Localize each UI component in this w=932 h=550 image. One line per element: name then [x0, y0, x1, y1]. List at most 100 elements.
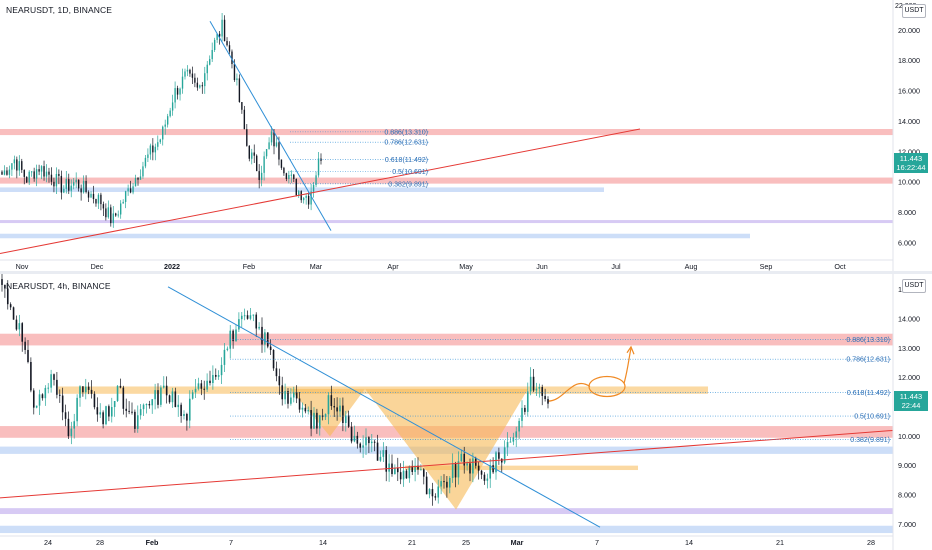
candle-body — [280, 159, 283, 168]
candle-body — [236, 78, 238, 81]
price-tick-label: 6.000 — [898, 238, 916, 247]
candle-body — [149, 145, 152, 155]
candle-body — [425, 476, 428, 495]
candle-body — [96, 407, 99, 415]
daily-symbol-title: NEARUSDT, 1D, BINANCE — [6, 5, 113, 15]
candle-body — [32, 390, 35, 408]
candle-body — [399, 472, 402, 480]
price-axis-bg — [893, 274, 932, 550]
candle-body — [166, 116, 169, 125]
zone-band — [0, 233, 750, 239]
time-tick-label: Oct — [834, 262, 845, 271]
candle-body — [53, 374, 55, 380]
candle-body — [238, 319, 240, 330]
candle-body — [229, 330, 232, 349]
daily-unit-label[interactable]: USDT — [902, 4, 926, 18]
candle-body — [243, 109, 246, 130]
candle-body — [87, 386, 90, 390]
fib-level-label: 0.382(9.891) — [388, 181, 428, 188]
candle-body — [23, 169, 25, 177]
candle-body — [4, 284, 6, 289]
candle-body — [258, 171, 260, 181]
time-tick-label: Feb — [146, 538, 159, 547]
time-tick-label: Mar — [511, 538, 524, 547]
candle-body — [292, 392, 295, 398]
candle-body — [154, 390, 156, 400]
candle-body — [241, 102, 243, 110]
candle-body — [93, 393, 96, 408]
candle-body — [100, 194, 102, 205]
candle-body — [268, 142, 270, 150]
candle-body — [281, 385, 284, 400]
zone-band — [0, 220, 893, 224]
candle-body — [532, 376, 535, 391]
candle-body — [538, 387, 541, 389]
4h-unit-label[interactable]: USDT — [902, 279, 926, 293]
candle-body — [92, 193, 95, 200]
candle-body — [188, 398, 191, 421]
candle-body — [396, 467, 399, 473]
candle-body — [147, 154, 149, 158]
candle-body — [216, 33, 218, 40]
candle-body — [26, 176, 28, 183]
candle-body — [63, 188, 65, 193]
candle-body — [58, 394, 61, 396]
candle-body — [116, 385, 119, 401]
candle-body — [191, 392, 194, 399]
candle-body — [87, 192, 90, 198]
4h-price-badge: 11.443 22:44 — [894, 391, 928, 411]
candle-body — [330, 395, 333, 407]
candle-body — [164, 124, 166, 127]
candle-body — [48, 171, 50, 175]
candle-body — [67, 418, 70, 437]
daily-chart-canvas[interactable]: 0.886(13.310) 0.786(12.631) 0.618(11.492) 0… — [0, 0, 932, 272]
candle-body — [402, 470, 405, 480]
candle-body — [373, 441, 376, 443]
candle-body — [212, 374, 214, 384]
zone-band — [0, 187, 604, 192]
candle-body — [327, 395, 330, 415]
candle-body — [55, 173, 58, 187]
fib-level-label: 0.786(12.631) — [384, 140, 428, 147]
time-tick-label: Mar — [310, 262, 323, 271]
candle-body — [318, 415, 321, 429]
price-tick-label: 14.000 — [898, 117, 920, 126]
fib-level-label: 0.886(13.310) — [846, 337, 890, 344]
price-tick-label: 10.000 — [898, 432, 920, 441]
candle-body — [47, 387, 50, 389]
candle-body — [50, 374, 52, 388]
candle-body — [231, 51, 233, 65]
candle-body — [183, 413, 185, 417]
candle-body — [145, 404, 148, 406]
candle-body — [134, 411, 136, 429]
candle-body — [356, 435, 359, 444]
candle-body — [251, 152, 253, 159]
candle-body — [60, 175, 63, 193]
candle-body — [284, 391, 286, 400]
4h-countdown: 22:44 — [901, 401, 921, 410]
4h-chart-pane[interactable]: 0.886(13.310) 0.786(12.631) 0.618(11.492) 0… — [0, 274, 932, 550]
candle-body — [171, 102, 174, 111]
candle-body — [119, 385, 122, 388]
candle-body — [265, 149, 268, 157]
candle-body — [342, 405, 344, 424]
candle-body — [11, 163, 13, 170]
candle-body — [339, 405, 341, 412]
pane-divider[interactable] — [0, 271, 932, 274]
candle-body — [77, 179, 80, 189]
candle-body — [518, 420, 520, 432]
fib-level-label: 0.382(9.891) — [850, 437, 890, 444]
time-tick-label: 14 — [685, 538, 693, 547]
4h-chart-canvas[interactable]: 0.886(13.310) 0.786(12.631) 0.618(11.492) 0… — [0, 274, 932, 550]
daily-chart-pane[interactable]: 0.886(13.310) 0.786(12.631) 0.618(11.492) 0… — [0, 0, 932, 272]
candle-body — [434, 496, 437, 498]
candle-body — [137, 178, 139, 180]
candle-body — [483, 474, 486, 481]
candle-body — [333, 406, 336, 408]
price-tick-label: 14.000 — [898, 315, 920, 324]
candle-body — [151, 399, 154, 406]
time-tick-label: Dec — [91, 262, 104, 271]
candle-body — [28, 171, 30, 183]
resistance-trendline — [167, 286, 601, 528]
candle-body — [61, 395, 64, 413]
